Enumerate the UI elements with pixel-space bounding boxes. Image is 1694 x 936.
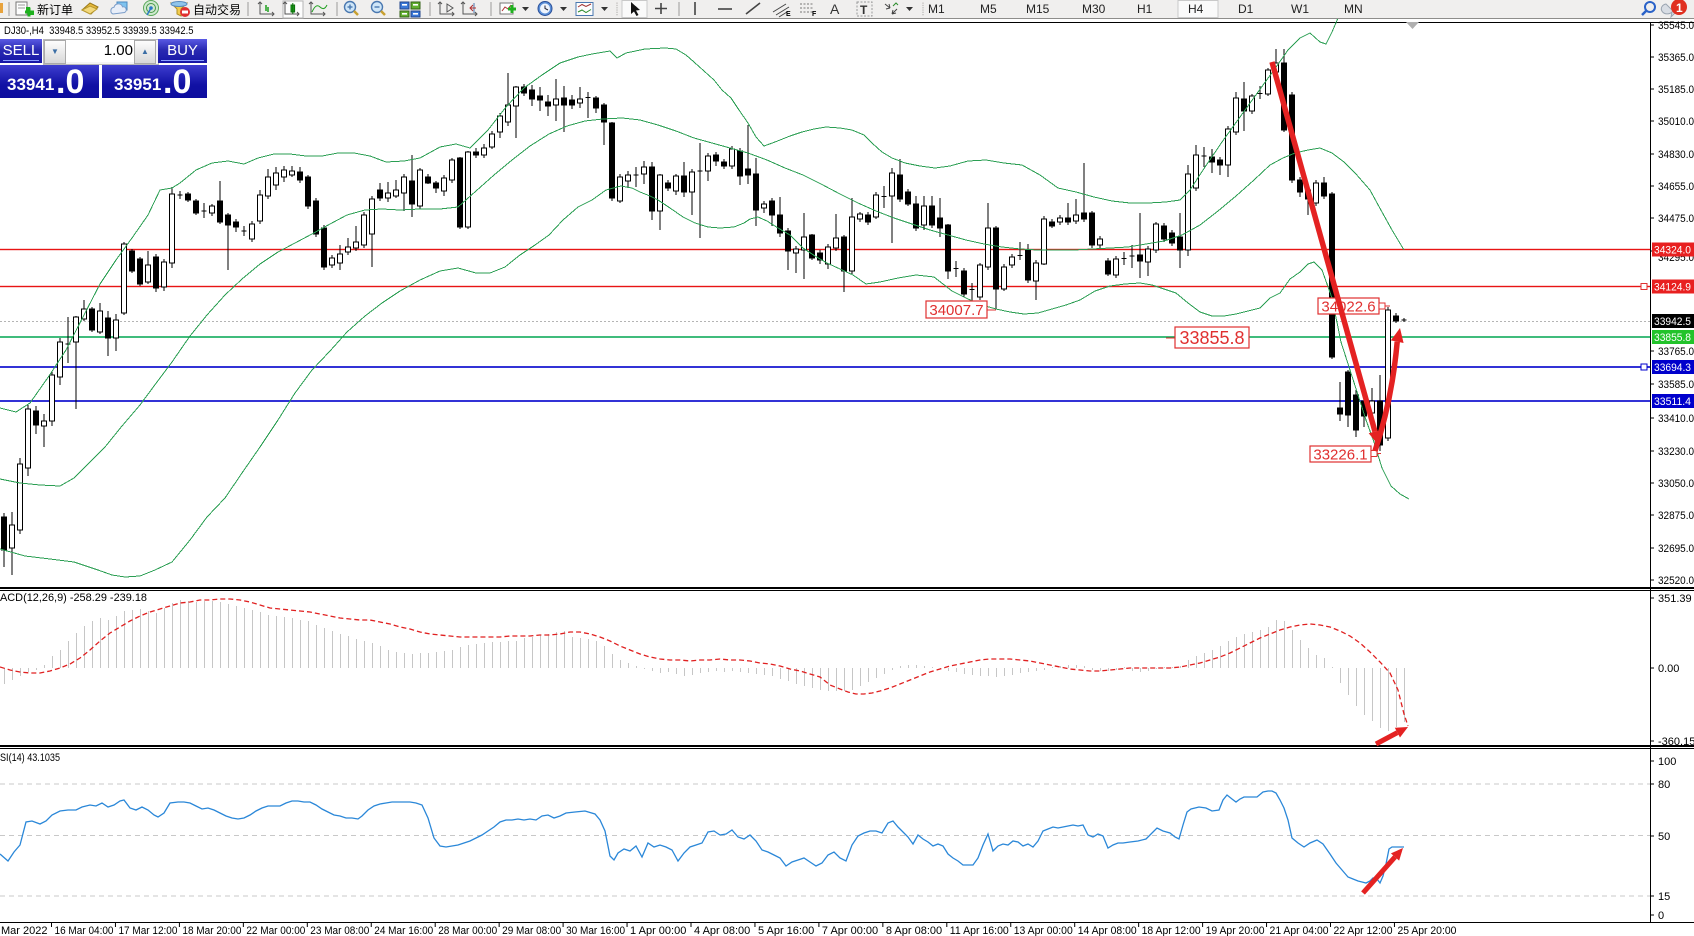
svg-text:34124.9: 34124.9: [1654, 282, 1691, 294]
svg-text:17 Mar 12:00: 17 Mar 12:00: [118, 925, 177, 936]
svg-text:34475.0: 34475.0: [1658, 213, 1694, 225]
svg-text:33230.0: 33230.0: [1658, 446, 1694, 458]
svg-text:33410.0: 33410.0: [1658, 413, 1694, 425]
svg-text:H1: H1: [1137, 2, 1153, 16]
svg-text:M1: M1: [928, 2, 945, 16]
svg-text:14 Apr 08:00: 14 Apr 08:00: [1078, 925, 1137, 936]
svg-text:11 Apr 16:00: 11 Apr 16:00: [950, 925, 1009, 936]
svg-text:1: 1: [1676, 1, 1683, 15]
svg-text:21 Apr 04:00: 21 Apr 04:00: [1270, 925, 1329, 936]
svg-text:30 Mar 16:00: 30 Mar 16:00: [566, 925, 625, 936]
svg-text:34007.7: 34007.7: [929, 302, 983, 319]
svg-text:351.39: 351.39: [1658, 593, 1692, 605]
svg-text:18 Apr 12:00: 18 Apr 12:00: [1142, 925, 1201, 936]
svg-text:ACD(12,26,9) -258.29 -239.18: ACD(12,26,9) -258.29 -239.18: [0, 592, 147, 604]
svg-text:23 Mar 08:00: 23 Mar 08:00: [310, 925, 369, 936]
svg-text:29 Mar 08:00: 29 Mar 08:00: [502, 925, 561, 936]
svg-text:M5: M5: [980, 2, 997, 16]
svg-text:33226.1: 33226.1: [1313, 446, 1367, 463]
svg-text:25 Apr 20:00: 25 Apr 20:00: [1397, 925, 1456, 936]
svg-text:H4: H4: [1188, 2, 1204, 16]
svg-text:50: 50: [1658, 831, 1670, 843]
svg-text:34655.0: 34655.0: [1658, 181, 1694, 193]
svg-text:18 Mar 20:00: 18 Mar 20:00: [182, 925, 241, 936]
svg-text:35010.0: 35010.0: [1658, 116, 1694, 128]
svg-text:34022.6: 34022.6: [1321, 298, 1375, 315]
svg-text:13 Apr 00:00: 13 Apr 00:00: [1014, 925, 1073, 936]
svg-text:Mar 2022: Mar 2022: [1, 925, 47, 936]
svg-text:33050.0: 33050.0: [1658, 478, 1694, 490]
svg-text:24 Mar 16:00: 24 Mar 16:00: [374, 925, 433, 936]
svg-text:T: T: [860, 3, 868, 17]
svg-text:8 Apr 08:00: 8 Apr 08:00: [886, 925, 942, 936]
svg-text:-360.15: -360.15: [1658, 736, 1694, 748]
svg-text:22 Apr 12:00: 22 Apr 12:00: [1334, 925, 1393, 936]
svg-text:32520.0: 32520.0: [1658, 575, 1694, 587]
svg-text:22 Mar 00:00: 22 Mar 00:00: [246, 925, 305, 936]
svg-text:19 Apr 20:00: 19 Apr 20:00: [1206, 925, 1265, 936]
svg-text:5 Apr 16:00: 5 Apr 16:00: [758, 925, 814, 936]
svg-text:0.00: 0.00: [1658, 663, 1679, 675]
svg-text:28 Mar 00:00: 28 Mar 00:00: [438, 925, 497, 936]
svg-text:35185.0: 35185.0: [1658, 84, 1694, 96]
svg-text:E: E: [786, 11, 791, 18]
svg-text:0: 0: [1658, 910, 1664, 922]
svg-text:7 Apr 00:00: 7 Apr 00:00: [822, 925, 878, 936]
svg-text:F: F: [812, 11, 817, 18]
svg-text:15: 15: [1658, 891, 1670, 903]
svg-text:32695.0: 32695.0: [1658, 543, 1694, 555]
svg-text:35365.0: 35365.0: [1658, 52, 1694, 64]
svg-text:33765.0: 33765.0: [1658, 346, 1694, 358]
svg-text:34324.0: 34324.0: [1654, 245, 1691, 257]
svg-text:M15: M15: [1026, 2, 1050, 16]
svg-text:MN: MN: [1344, 2, 1363, 16]
svg-text:W1: W1: [1291, 2, 1309, 16]
svg-text:33694.3: 33694.3: [1654, 362, 1691, 374]
svg-text:34830.0: 34830.0: [1658, 149, 1694, 161]
svg-text:32875.0: 32875.0: [1658, 510, 1694, 522]
svg-text:D1: D1: [1238, 2, 1254, 16]
svg-text:35545.0: 35545.0: [1658, 20, 1694, 32]
svg-text:33855.8: 33855.8: [1179, 328, 1244, 348]
svg-text:自动交易: 自动交易: [193, 2, 241, 17]
svg-text:100: 100: [1658, 756, 1676, 768]
svg-text:80: 80: [1658, 779, 1670, 791]
svg-text:33855.8: 33855.8: [1654, 332, 1691, 344]
svg-text:33942.5: 33942.5: [1654, 316, 1691, 328]
svg-text:1 Apr 00:00: 1 Apr 00:00: [630, 925, 686, 936]
svg-text:M30: M30: [1082, 2, 1106, 16]
svg-text:SI(14) 43.1035: SI(14) 43.1035: [0, 752, 60, 764]
svg-text:33511.4: 33511.4: [1654, 396, 1691, 408]
svg-text:4 Apr 08:00: 4 Apr 08:00: [694, 925, 750, 936]
svg-text:16 Mar 04:00: 16 Mar 04:00: [55, 925, 114, 936]
svg-text:33585.0: 33585.0: [1658, 379, 1694, 391]
svg-text:A: A: [830, 1, 840, 17]
svg-text:新订单: 新订单: [37, 2, 73, 17]
